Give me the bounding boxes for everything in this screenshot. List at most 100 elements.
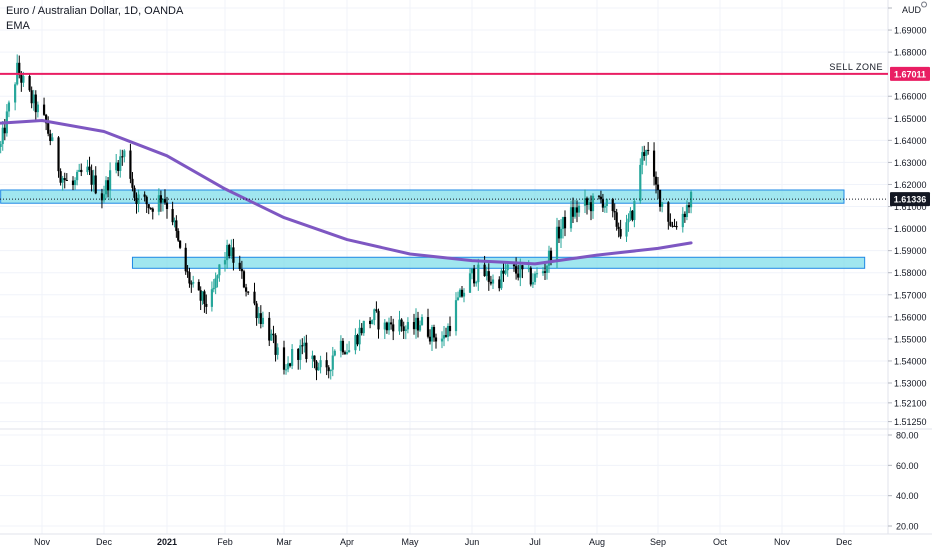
candle-body <box>545 265 549 273</box>
osc-tick-label: 80.00 <box>896 431 919 441</box>
candle-body <box>573 207 577 217</box>
candle-body <box>689 191 693 208</box>
candle-body <box>57 137 60 172</box>
candles <box>0 54 693 381</box>
candle-body <box>375 309 378 311</box>
candle-body <box>442 335 446 339</box>
candle-body <box>444 335 448 337</box>
candle-body <box>188 272 191 284</box>
candle-body <box>362 320 365 334</box>
candle-body <box>100 193 104 201</box>
price-tick-label: 1.66000 <box>894 92 927 102</box>
candle-body <box>157 195 160 212</box>
time-tick-label: May <box>401 537 419 547</box>
osc-tick-label: 20.00 <box>896 522 919 532</box>
candle-body <box>212 287 215 290</box>
candle-body <box>687 205 691 208</box>
candle-body <box>398 319 401 332</box>
candle-body <box>313 355 316 362</box>
candle-body <box>645 149 648 156</box>
candle-body <box>615 212 618 227</box>
candle-body <box>286 363 290 370</box>
candle-body <box>354 335 357 351</box>
osc-tick-label: 60.00 <box>896 461 919 471</box>
candle-body <box>371 320 374 325</box>
candle-body <box>400 319 403 327</box>
candle-body <box>73 180 77 186</box>
candle-body <box>274 335 277 355</box>
candle-body <box>416 317 420 331</box>
candle-body <box>446 325 450 337</box>
candle-body <box>605 199 608 206</box>
candle-body <box>519 265 522 278</box>
candle-body <box>1 127 4 145</box>
candle-body <box>339 340 343 351</box>
candle-body <box>161 198 165 203</box>
candle-body <box>104 180 108 195</box>
candle-body <box>454 300 458 332</box>
candle-body <box>468 273 472 293</box>
candle-body <box>473 268 476 284</box>
candle-body <box>515 266 518 274</box>
time-tick-label: Mar <box>276 537 292 547</box>
candle-body <box>268 317 271 341</box>
sell-zone-price-tag <box>890 66 930 81</box>
ema-line-group <box>0 119 693 266</box>
candle-body <box>301 345 304 347</box>
candle-body <box>151 208 154 212</box>
candle-body <box>163 198 167 203</box>
candle-body <box>36 104 39 113</box>
candle-body <box>685 205 689 218</box>
price-tick-label: 1.60000 <box>894 224 927 234</box>
candle-body <box>42 104 46 115</box>
candle-body <box>205 303 208 307</box>
candle-body <box>238 262 241 270</box>
candle-body <box>71 180 75 186</box>
candle-body <box>80 169 83 173</box>
candle-body <box>192 281 195 284</box>
price-tick-label: 1.51250 <box>894 417 927 427</box>
candle-body <box>45 114 48 124</box>
time-tick-label: Jun <box>465 537 480 547</box>
candle-body <box>601 199 605 208</box>
candle-body <box>270 333 273 341</box>
sell-zone-label: SELL ZONE <box>829 62 883 72</box>
candle-body <box>214 278 217 288</box>
candle-body <box>255 303 258 319</box>
symbol-title[interactable]: Euro / Australian Dollar, 1D, OANDA <box>6 5 184 17</box>
time-tick-label: Dec <box>96 537 113 547</box>
candle-body <box>88 166 91 171</box>
candle-body <box>317 367 320 371</box>
candle-body <box>643 152 646 156</box>
candle-body <box>577 205 581 213</box>
candle-body <box>186 271 189 273</box>
candle-body <box>261 317 265 325</box>
last-price-tag <box>890 192 930 207</box>
candle-body <box>647 149 650 151</box>
candle-body <box>414 317 418 330</box>
candle-body <box>491 279 495 284</box>
candle-body <box>190 283 193 285</box>
candle-body <box>531 282 534 285</box>
candle-body <box>299 345 302 360</box>
candle-body <box>587 202 591 205</box>
candle-body <box>406 322 409 330</box>
ema-indicator-label[interactable]: EMA <box>6 20 30 32</box>
candle-body <box>498 279 501 289</box>
candle-body <box>487 271 490 282</box>
candle-body <box>641 152 644 165</box>
candle-body <box>32 94 35 104</box>
candle-body <box>517 273 520 278</box>
candle-body <box>240 269 243 272</box>
candle-body <box>681 213 684 228</box>
candle-body <box>311 355 314 359</box>
candle-body <box>611 199 614 212</box>
candle-body <box>242 271 246 288</box>
candle-body <box>61 178 64 183</box>
candle-body <box>356 335 359 345</box>
candle-body <box>603 205 606 208</box>
candle-body <box>147 204 150 209</box>
candle-body <box>671 225 674 227</box>
candle-body <box>392 324 395 332</box>
